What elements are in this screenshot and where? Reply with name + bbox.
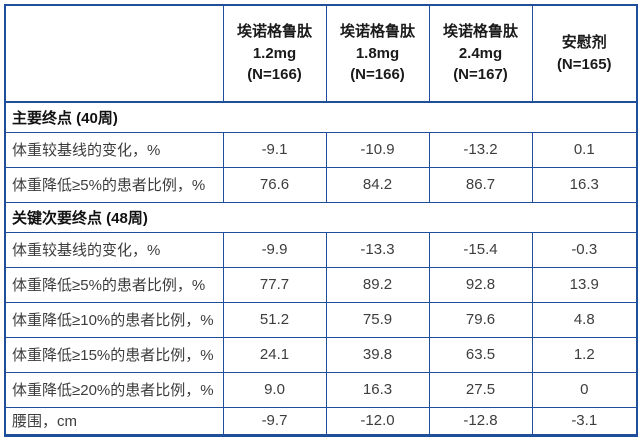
value-cell: -12.8 <box>428 406 533 436</box>
value-cell: -13.2 <box>428 131 533 168</box>
value-cell: 9.0 <box>222 371 327 408</box>
value-cell: 0.1 <box>531 131 638 168</box>
section-row-primary-endpoint: 主要终点 (40周) <box>4 101 638 133</box>
table-header-row: 埃诺格鲁肽 1.2mg (N=166) 埃诺格鲁肽 1.8mg (N=166) … <box>4 4 638 103</box>
value-cell: 24.1 <box>222 336 327 373</box>
clinical-results-table: 埃诺格鲁肽 1.2mg (N=166) 埃诺格鲁肽 1.8mg (N=166) … <box>4 4 638 437</box>
section-title-primary-endpoint: 主要终点 (40周) <box>4 101 638 133</box>
value-cell: 92.8 <box>428 266 533 303</box>
column-header-dose-2-4mg: 埃诺格鲁肽 2.4mg (N=167) <box>428 4 533 103</box>
value-cell: 0 <box>531 371 638 408</box>
value-cell: -9.1 <box>222 131 327 168</box>
value-cell: 75.9 <box>325 301 430 338</box>
row-label: 体重较基线的变化，% <box>4 231 224 268</box>
value-cell: 77.7 <box>222 266 327 303</box>
value-cell: 79.6 <box>428 301 533 338</box>
value-cell: 1.2 <box>531 336 638 373</box>
corner-cell <box>4 4 224 103</box>
value-cell: -9.9 <box>222 231 327 268</box>
column-header-dose-1-2mg: 埃诺格鲁肽 1.2mg (N=166) <box>222 4 327 103</box>
table-row-waist: 腰围，cm -9.7 -12.0 -12.8 -3.1 <box>4 406 638 436</box>
row-label: 体重降低≥5%的患者比例，% <box>4 166 224 203</box>
value-cell: 39.8 <box>325 336 430 373</box>
table-row: 体重降低≥15%的患者比例，% 24.1 39.8 63.5 1.2 <box>4 336 638 373</box>
row-label: 体重较基线的变化，% <box>4 131 224 168</box>
row-label: 体重降低≥15%的患者比例，% <box>4 336 224 373</box>
value-cell: 89.2 <box>325 266 430 303</box>
row-label: 体重降低≥5%的患者比例，% <box>4 266 224 303</box>
column-header-dose-1-8mg: 埃诺格鲁肽 1.8mg (N=166) <box>325 4 430 103</box>
value-cell: 84.2 <box>325 166 430 203</box>
value-cell: -13.3 <box>325 231 430 268</box>
row-label: 体重降低≥20%的患者比例，% <box>4 371 224 408</box>
table-row: 体重降低≥20%的患者比例，% 9.0 16.3 27.5 0 <box>4 371 638 408</box>
table-row: 体重较基线的变化，% -9.9 -13.3 -15.4 -0.3 <box>4 231 638 268</box>
column-header-placebo: 安慰剂 (N=165) <box>531 4 638 103</box>
value-cell: -10.9 <box>325 131 430 168</box>
table-row: 体重降低≥5%的患者比例，% 77.7 89.2 92.8 13.9 <box>4 266 638 303</box>
row-label: 腰围，cm <box>4 406 224 436</box>
value-cell: -15.4 <box>428 231 533 268</box>
section-title-key-secondary-endpoint: 关键次要终点 (48周) <box>4 201 638 233</box>
value-cell: 76.6 <box>222 166 327 203</box>
value-cell: 51.2 <box>222 301 327 338</box>
table-row: 体重降低≥5%的患者比例，% 76.6 84.2 86.7 16.3 <box>4 166 638 203</box>
value-cell: -12.0 <box>325 406 430 436</box>
section-row-key-secondary-endpoint: 关键次要终点 (48周) <box>4 201 638 233</box>
value-cell: -9.7 <box>222 406 327 436</box>
value-cell: 4.8 <box>531 301 638 338</box>
value-cell: -3.1 <box>531 406 638 436</box>
table-row: 体重降低≥10%的患者比例，% 51.2 75.9 79.6 4.8 <box>4 301 638 338</box>
table-row: 体重较基线的变化，% -9.1 -10.9 -13.2 0.1 <box>4 131 638 168</box>
row-label: 体重降低≥10%的患者比例，% <box>4 301 224 338</box>
value-cell: -0.3 <box>531 231 638 268</box>
value-cell: 27.5 <box>428 371 533 408</box>
value-cell: 16.3 <box>325 371 430 408</box>
value-cell: 86.7 <box>428 166 533 203</box>
value-cell: 13.9 <box>531 266 638 303</box>
value-cell: 63.5 <box>428 336 533 373</box>
value-cell: 16.3 <box>531 166 638 203</box>
